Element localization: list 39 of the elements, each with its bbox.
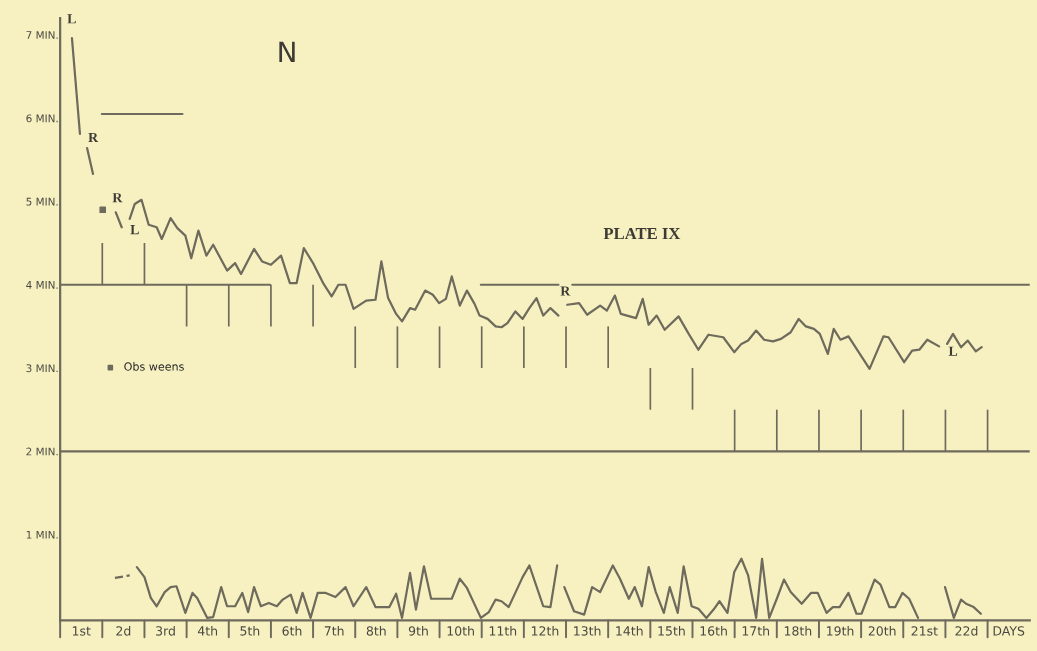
annotation: R [560,286,571,296]
y-tick-label: 4 MIN. [26,281,58,289]
legend-label: Obs weens [124,362,184,371]
annotation: L [67,14,76,24]
y-tick-label: 3 MIN. [26,364,58,373]
annotation: R [112,193,123,203]
x-tick-label: 9th [408,625,428,636]
x-tick-label: 13th [574,625,601,636]
annotation: L [130,225,139,235]
x-tick-label: 6th [282,625,302,636]
x-tick-label: 7th [324,625,344,636]
x-tick-label: 2d [116,625,131,636]
x-tick-label: 20th [868,625,896,636]
x-tick-label: 3rd [156,625,175,636]
y-tick-label: 1 MIN. [26,530,58,539]
x-tick-label: 21st [911,626,938,636]
annotation: R [88,132,99,142]
y-tick-label: 6 MIN. [26,114,58,123]
x-tick-label: 8th [366,625,386,636]
x-tick-label: DAYS [993,626,1025,636]
y-tick-label: 5 MIN. [26,197,58,206]
annotation: N [279,41,295,63]
y-tick-label: 7 MIN. [26,31,58,39]
x-tick-label: 1st [72,626,91,636]
x-tick-label: 16th [700,625,727,636]
x-tick-label: 14th [616,625,643,636]
x-tick-label: 19th [827,625,854,636]
annotation: L [948,346,958,356]
x-tick-label: 4th [197,625,218,636]
x-tick-label: 5th [240,625,260,636]
text: PLATE IX [603,228,681,240]
x-tick-label: 12th [531,625,559,636]
x-tick-label: 11th [489,625,517,636]
x-tick-label: 10th [447,625,474,636]
x-tick-label: 17th [742,625,770,636]
y-tick-label: 2 MIN. [26,447,58,456]
x-tick-label: 22d [955,625,978,636]
x-tick-label: 18th [784,625,812,636]
x-tick-label: 15th [658,625,685,636]
